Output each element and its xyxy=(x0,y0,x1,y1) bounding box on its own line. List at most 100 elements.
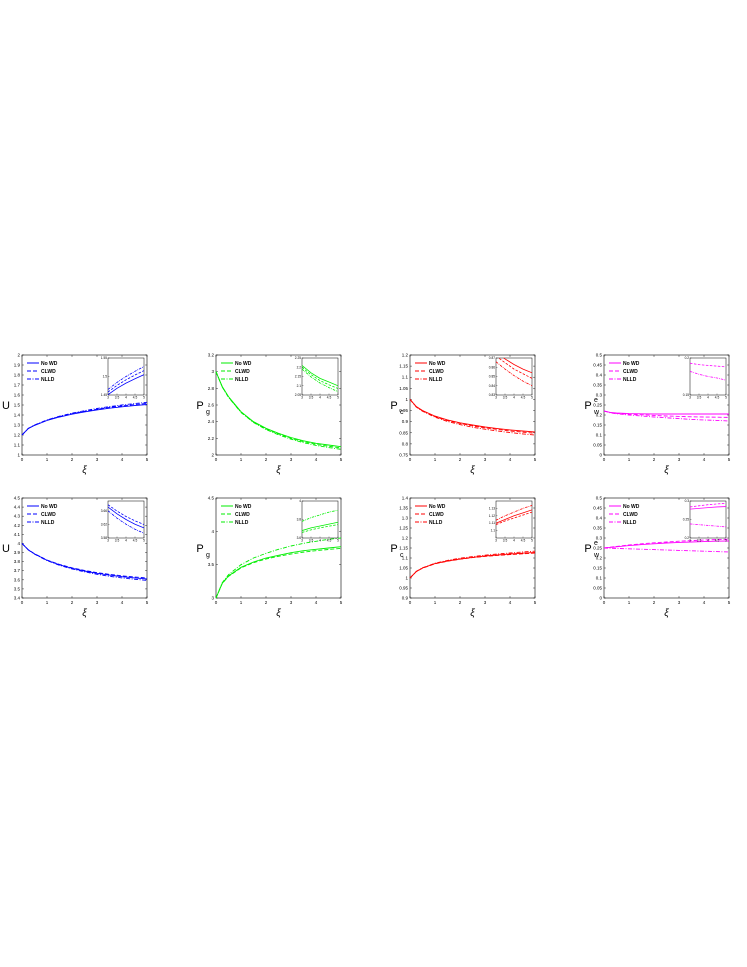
legend-label: No WD xyxy=(429,361,446,367)
legend-label: NLLD xyxy=(429,520,443,526)
x-tick-label: 2 xyxy=(653,600,656,605)
inset-y-tick-label: 4 xyxy=(299,499,301,503)
x-tick-label: 3 xyxy=(484,457,487,462)
inset-x-tick-label: 4 xyxy=(513,396,515,400)
inset-x-tick-label: 4.5 xyxy=(715,539,720,543)
y-axis-label-subscript: g xyxy=(206,409,210,416)
inset-series-line-clwd xyxy=(302,524,338,533)
x-tick-label: 2 xyxy=(653,457,656,462)
inset-x-tick-label: 4.5 xyxy=(521,539,526,543)
y-tick-label: 0.25 xyxy=(593,546,602,551)
y-tick-label: 4.3 xyxy=(14,514,21,519)
inset: 3.58 3.62 3.66 3 3.5 4 4.5 5 xyxy=(101,500,145,543)
x-tick-label: 5 xyxy=(728,457,731,462)
y-tick-label: 0.4 xyxy=(596,516,603,521)
inset-y-tick-label: 0.15 xyxy=(683,393,689,397)
y-axis-label: P xyxy=(584,400,591,412)
inset-series-line-no-wd xyxy=(108,506,144,529)
y-tick-label: 1.4 xyxy=(402,496,409,501)
inset-y-tick-label: 3.66 xyxy=(101,509,107,513)
inset-x-tick-label: 5 xyxy=(143,539,145,543)
inset-series-line-nlld xyxy=(108,510,144,534)
inset-x-tick-label: 3 xyxy=(301,396,303,400)
x-tick-label: 5 xyxy=(146,600,149,605)
inset-y-tick-label: 2.2 xyxy=(297,365,302,369)
inset-y-tick-label: 1.5 xyxy=(103,375,108,379)
y-tick-label: 1.9 xyxy=(14,363,21,368)
inset-x-tick-label: 3.5 xyxy=(115,396,120,400)
inset: 1.1 1.11 1.12 1.13 3 3.5 4 4.5 5 xyxy=(489,500,533,543)
y-tick-label: 1.6 xyxy=(14,393,21,398)
series-line-nlld xyxy=(603,410,730,422)
y-tick-label: 0.15 xyxy=(593,566,602,571)
legend-label: CLWD xyxy=(235,512,250,518)
inset-y-tick-label: 1.11 xyxy=(489,521,495,525)
inset-y-tick-label: 0.83 xyxy=(489,393,495,397)
y-tick-label: 4.5 xyxy=(14,496,21,501)
legend-label: NLLD xyxy=(429,377,443,383)
legend-label: No WD xyxy=(623,504,640,510)
y-tick-label: 0.75 xyxy=(399,453,408,458)
legend-label: No WD xyxy=(41,504,58,510)
inset-y-tick-label: 0.87 xyxy=(489,356,495,360)
y-tick-label: 1.2 xyxy=(402,536,409,541)
y-axis-label-subscript: g xyxy=(206,552,210,559)
inset-x-tick-label: 3 xyxy=(689,396,691,400)
inset-y-tick-label: 0.25 xyxy=(683,518,689,522)
y-axis-label: P xyxy=(390,400,397,412)
x-tick-label: 1 xyxy=(46,457,49,462)
y-tick-label: 3.9 xyxy=(14,550,21,555)
x-axis-label: ξ xyxy=(82,465,87,476)
y-tick-label: 2.6 xyxy=(208,403,215,408)
legend-label: CLWD xyxy=(429,512,444,518)
series-line-clwd xyxy=(603,410,730,418)
x-tick-label: 5 xyxy=(340,600,343,605)
y-tick-label: 0.4 xyxy=(596,373,603,378)
x-tick-label: 5 xyxy=(534,600,537,605)
inset-x-tick-label: 4 xyxy=(319,396,321,400)
x-tick-label: 2 xyxy=(71,457,74,462)
inset-y-tick-label: 0.86 xyxy=(489,365,495,369)
inset-y-tick-label: 0.2 xyxy=(685,356,690,360)
inset-series-line-no-wd xyxy=(690,506,726,510)
panel-4: 00.050.10.150.20.250.30.350.40.450.50 1 2 3… xyxy=(584,353,730,477)
legend-label: CLWD xyxy=(235,369,250,375)
inset-y-tick-label: 0.85 xyxy=(489,375,495,379)
x-tick-label: 1 xyxy=(628,600,631,605)
panel-8: 00.050.10.150.20.250.30.350.40.450.50 1 2 3… xyxy=(584,496,730,620)
inset-series-line-nlld xyxy=(496,361,532,387)
inset-x-tick-label: 3 xyxy=(495,396,497,400)
legend-label: CLWD xyxy=(41,369,56,375)
y-tick-label: 1.3 xyxy=(14,423,21,428)
y-tick-label: 0 xyxy=(599,596,602,601)
inset-x-tick-label: 5 xyxy=(337,396,339,400)
inset-y-tick-label: 1.1 xyxy=(491,529,496,533)
inset-x-tick-label: 3 xyxy=(301,539,303,543)
inset-series-line-clwd xyxy=(108,370,144,393)
y-tick-label: 4.4 xyxy=(14,505,21,510)
x-tick-label: 3 xyxy=(678,600,681,605)
legend-label: No WD xyxy=(623,361,640,367)
y-tick-label: 0.8 xyxy=(402,441,409,446)
inset-x-tick-label: 4 xyxy=(125,396,127,400)
y-tick-label: 1 xyxy=(17,453,20,458)
inset-y-tick-label: 1.13 xyxy=(489,506,495,510)
y-axis-label-subscript: c xyxy=(400,552,404,559)
x-tick-label: 1 xyxy=(240,457,243,462)
x-tick-label: 4 xyxy=(315,457,318,462)
y-tick-label: 1.25 xyxy=(399,526,408,531)
inset-y-tick-label: 3.58 xyxy=(101,536,107,540)
inset-x-tick-label: 3 xyxy=(495,539,497,543)
x-tick-label: 0 xyxy=(21,457,24,462)
legend: No WD CLWD NLLD xyxy=(609,361,640,383)
y-tick-label: 4 xyxy=(17,541,20,546)
inset-series-line-no-wd xyxy=(302,365,338,387)
y-tick-label: 2 xyxy=(211,453,214,458)
series-line-clwd xyxy=(409,399,536,434)
inset-x-tick-label: 4 xyxy=(707,539,709,543)
inset: 1.45 1.5 1.55 3 3.5 4 4.5 5 xyxy=(101,356,145,400)
x-tick-label: 1 xyxy=(628,457,631,462)
y-tick-label: 0.2 xyxy=(596,413,603,418)
